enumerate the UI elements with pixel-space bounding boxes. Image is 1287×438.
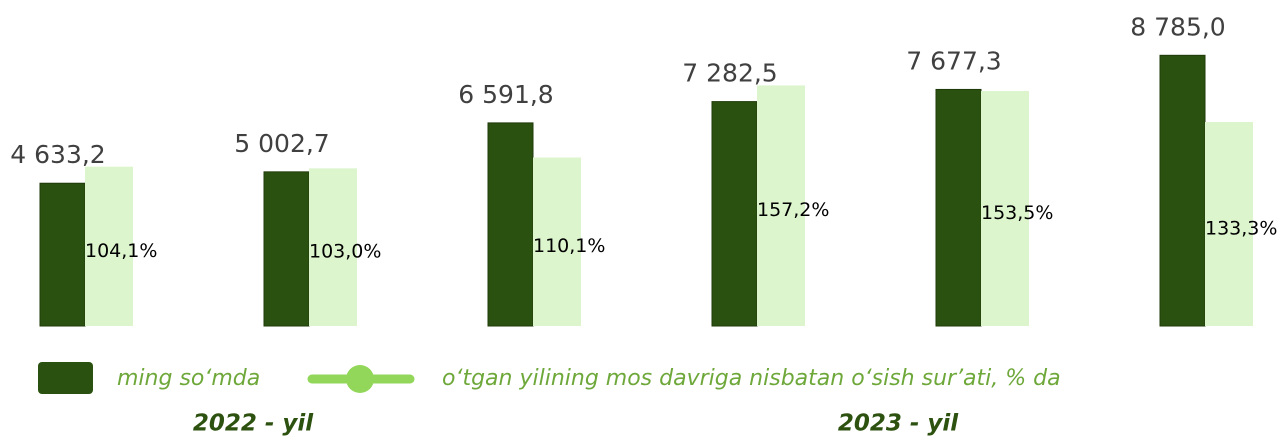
- value-label: 5 002,7: [234, 129, 329, 158]
- value-label: 8 785,0: [1130, 12, 1225, 41]
- legend-marker: [346, 365, 374, 393]
- value-label: 153,5%: [981, 202, 1053, 224]
- value-label: 4 633,2: [10, 140, 105, 169]
- value-label: 104,1%: [85, 240, 157, 262]
- bar: [1205, 121, 1253, 326]
- value-label: 7 677,3: [906, 46, 1001, 75]
- bar: [85, 166, 133, 326]
- value-label: 7 282,5: [682, 59, 777, 88]
- legend-label: ming so‘mda: [117, 366, 260, 391]
- year-label: 2022 - yil: [193, 411, 314, 437]
- bar: [309, 168, 357, 326]
- value-label: 157,2%: [757, 199, 829, 221]
- bar: [487, 122, 534, 327]
- bar: [1159, 54, 1206, 327]
- legend-label: o‘tgan yilining mos davriga nisbatan o‘s…: [442, 366, 1061, 391]
- legend-swatch: [38, 362, 93, 394]
- bar: [935, 88, 982, 327]
- bar: [757, 85, 805, 326]
- bar: [39, 182, 86, 327]
- value-label: 133,3%: [1205, 217, 1277, 239]
- value-label: 6 591,8: [458, 80, 553, 109]
- bar: [533, 157, 581, 326]
- year-label: 2023 - yil: [838, 411, 959, 437]
- value-label: 110,1%: [533, 235, 605, 257]
- value-label: 103,0%: [309, 241, 381, 263]
- bar: [263, 171, 310, 327]
- bar: [711, 101, 758, 327]
- bar: [981, 91, 1029, 326]
